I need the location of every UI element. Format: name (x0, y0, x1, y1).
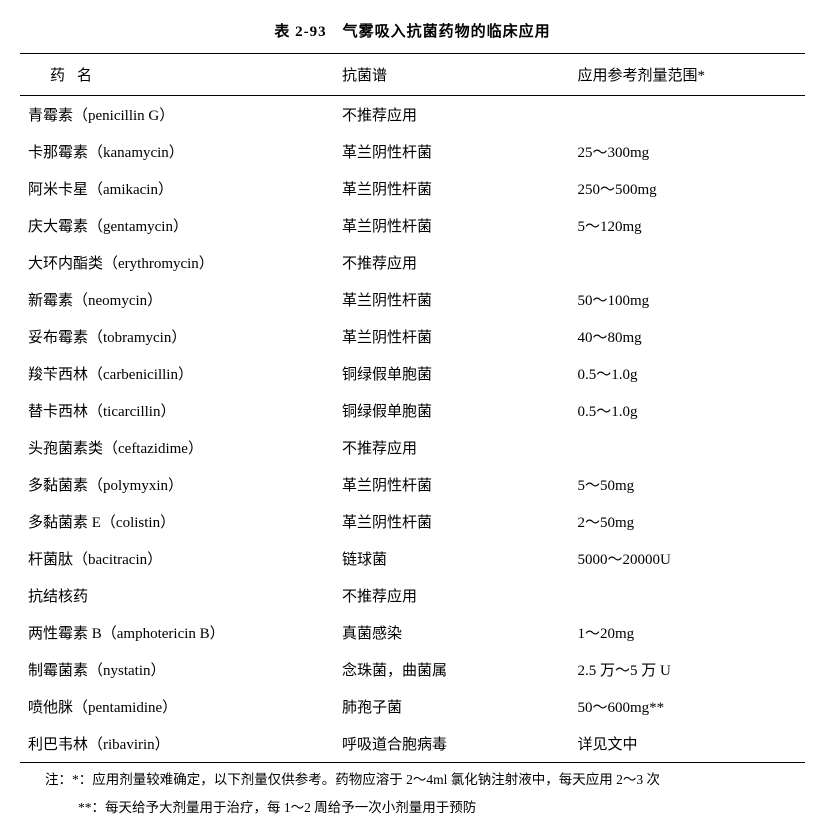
cell-spectrum: 铜绿假单胞菌 (334, 355, 570, 392)
cell-dosage: 50～600mg** (570, 688, 806, 725)
cell-dosage: 50～100mg (570, 281, 806, 318)
table-row: 喷他脒（pentamidine）肺孢子菌50～600mg** (20, 688, 805, 725)
table-row: 阿米卡星（amikacin）革兰阴性杆菌250～500mg (20, 170, 805, 207)
table-row: 两性霉素 B（amphotericin B）真菌感染1～20mg (20, 614, 805, 651)
table-row: 利巴韦林（ribavirin）呼吸道合胞病毒详见文中 (20, 725, 805, 763)
cell-dosage: 5000～20000U (570, 540, 806, 577)
cell-spectrum: 不推荐应用 (334, 577, 570, 614)
cell-drug-name: 妥布霉素（tobramycin） (20, 318, 334, 355)
cell-drug-name: 头孢菌素类（ceftazidime） (20, 429, 334, 466)
cell-drug-name: 制霉菌素（nystatin） (20, 651, 334, 688)
table-row: 新霉素（neomycin）革兰阴性杆菌50～100mg (20, 281, 805, 318)
table-title: 表 2-93 气雾吸入抗菌药物的临床应用 (20, 20, 805, 41)
cell-spectrum: 铜绿假单胞菌 (334, 392, 570, 429)
table-row: 卡那霉素（kanamycin）革兰阴性杆菌25～300mg (20, 133, 805, 170)
cell-spectrum: 革兰阴性杆菌 (334, 207, 570, 244)
cell-spectrum: 革兰阴性杆菌 (334, 466, 570, 503)
cell-drug-name: 替卡西林（ticarcillin） (20, 392, 334, 429)
table-row: 替卡西林（ticarcillin）铜绿假单胞菌0.5～1.0g (20, 392, 805, 429)
cell-drug-name: 喷他脒（pentamidine） (20, 688, 334, 725)
table-row: 多黏菌素（polymyxin）革兰阴性杆菌5～50mg (20, 466, 805, 503)
col-header-name: 药名 (20, 54, 334, 96)
cell-spectrum: 革兰阴性杆菌 (334, 318, 570, 355)
cell-drug-name: 大环内酯类（erythromycin） (20, 244, 334, 281)
table-row: 妥布霉素（tobramycin）革兰阴性杆菌40～80mg (20, 318, 805, 355)
table-row: 头孢菌素类（ceftazidime）不推荐应用 (20, 429, 805, 466)
cell-dosage: 250～500mg (570, 170, 806, 207)
col-header-dosage: 应用参考剂量范围* (570, 54, 806, 96)
cell-dosage: 25～300mg (570, 133, 806, 170)
header-row: 药名 抗菌谱 应用参考剂量范围* (20, 54, 805, 96)
cell-spectrum: 不推荐应用 (334, 96, 570, 134)
cell-spectrum: 革兰阴性杆菌 (334, 281, 570, 318)
table-row: 大环内酯类（erythromycin）不推荐应用 (20, 244, 805, 281)
cell-dosage: 0.5～1.0g (570, 355, 806, 392)
cell-spectrum: 革兰阴性杆菌 (334, 170, 570, 207)
cell-drug-name: 利巴韦林（ribavirin） (20, 725, 334, 763)
cell-drug-name: 新霉素（neomycin） (20, 281, 334, 318)
cell-drug-name: 青霉素（penicillin G） (20, 96, 334, 134)
table-row: 多黏菌素 E（colistin）革兰阴性杆菌2～50mg (20, 503, 805, 540)
cell-dosage: 5～50mg (570, 466, 806, 503)
cell-spectrum: 革兰阴性杆菌 (334, 133, 570, 170)
cell-drug-name: 庆大霉素（gentamycin） (20, 207, 334, 244)
cell-drug-name: 杆菌肽（bacitracin） (20, 540, 334, 577)
cell-drug-name: 两性霉素 B（amphotericin B） (20, 614, 334, 651)
footnote-2: **：每天给予大剂量用于治疗，每 1～2 周给予一次小剂量用于预防 (20, 791, 805, 819)
cell-dosage: 0.5～1.0g (570, 392, 806, 429)
cell-spectrum: 链球菌 (334, 540, 570, 577)
cell-dosage: 详见文中 (570, 725, 806, 763)
cell-drug-name: 阿米卡星（amikacin） (20, 170, 334, 207)
cell-drug-name: 多黏菌素 E（colistin） (20, 503, 334, 540)
cell-dosage (570, 429, 806, 466)
table-row: 抗结核药不推荐应用 (20, 577, 805, 614)
cell-spectrum: 念珠菌，曲菌属 (334, 651, 570, 688)
cell-dosage: 5～120mg (570, 207, 806, 244)
cell-drug-name: 羧苄西林（carbenicillin） (20, 355, 334, 392)
cell-spectrum: 真菌感染 (334, 614, 570, 651)
cell-spectrum: 革兰阴性杆菌 (334, 503, 570, 540)
cell-spectrum: 不推荐应用 (334, 429, 570, 466)
col-header-spectrum: 抗菌谱 (334, 54, 570, 96)
cell-dosage: 2.5 万～5 万 U (570, 651, 806, 688)
cell-drug-name: 卡那霉素（kanamycin） (20, 133, 334, 170)
cell-dosage: 2～50mg (570, 503, 806, 540)
cell-dosage (570, 577, 806, 614)
cell-dosage (570, 96, 806, 134)
cell-dosage (570, 244, 806, 281)
drug-table: 药名 抗菌谱 应用参考剂量范围* 青霉素（penicillin G）不推荐应用卡… (20, 53, 805, 763)
table-body: 青霉素（penicillin G）不推荐应用卡那霉素（kanamycin）革兰阴… (20, 96, 805, 763)
cell-drug-name: 抗结核药 (20, 577, 334, 614)
cell-spectrum: 呼吸道合胞病毒 (334, 725, 570, 763)
cell-spectrum: 不推荐应用 (334, 244, 570, 281)
cell-drug-name: 多黏菌素（polymyxin） (20, 466, 334, 503)
cell-dosage: 1～20mg (570, 614, 806, 651)
cell-dosage: 40～80mg (570, 318, 806, 355)
table-row: 杆菌肽（bacitracin）链球菌5000～20000U (20, 540, 805, 577)
table-row: 羧苄西林（carbenicillin）铜绿假单胞菌0.5～1.0g (20, 355, 805, 392)
footnote-1: 注：*：应用剂量较难确定，以下剂量仅供参考。药物应溶于 2～4ml 氯化钠注射液… (20, 763, 805, 791)
table-row: 制霉菌素（nystatin）念珠菌，曲菌属2.5 万～5 万 U (20, 651, 805, 688)
table-row: 青霉素（penicillin G）不推荐应用 (20, 96, 805, 134)
cell-spectrum: 肺孢子菌 (334, 688, 570, 725)
table-row: 庆大霉素（gentamycin）革兰阴性杆菌5～120mg (20, 207, 805, 244)
